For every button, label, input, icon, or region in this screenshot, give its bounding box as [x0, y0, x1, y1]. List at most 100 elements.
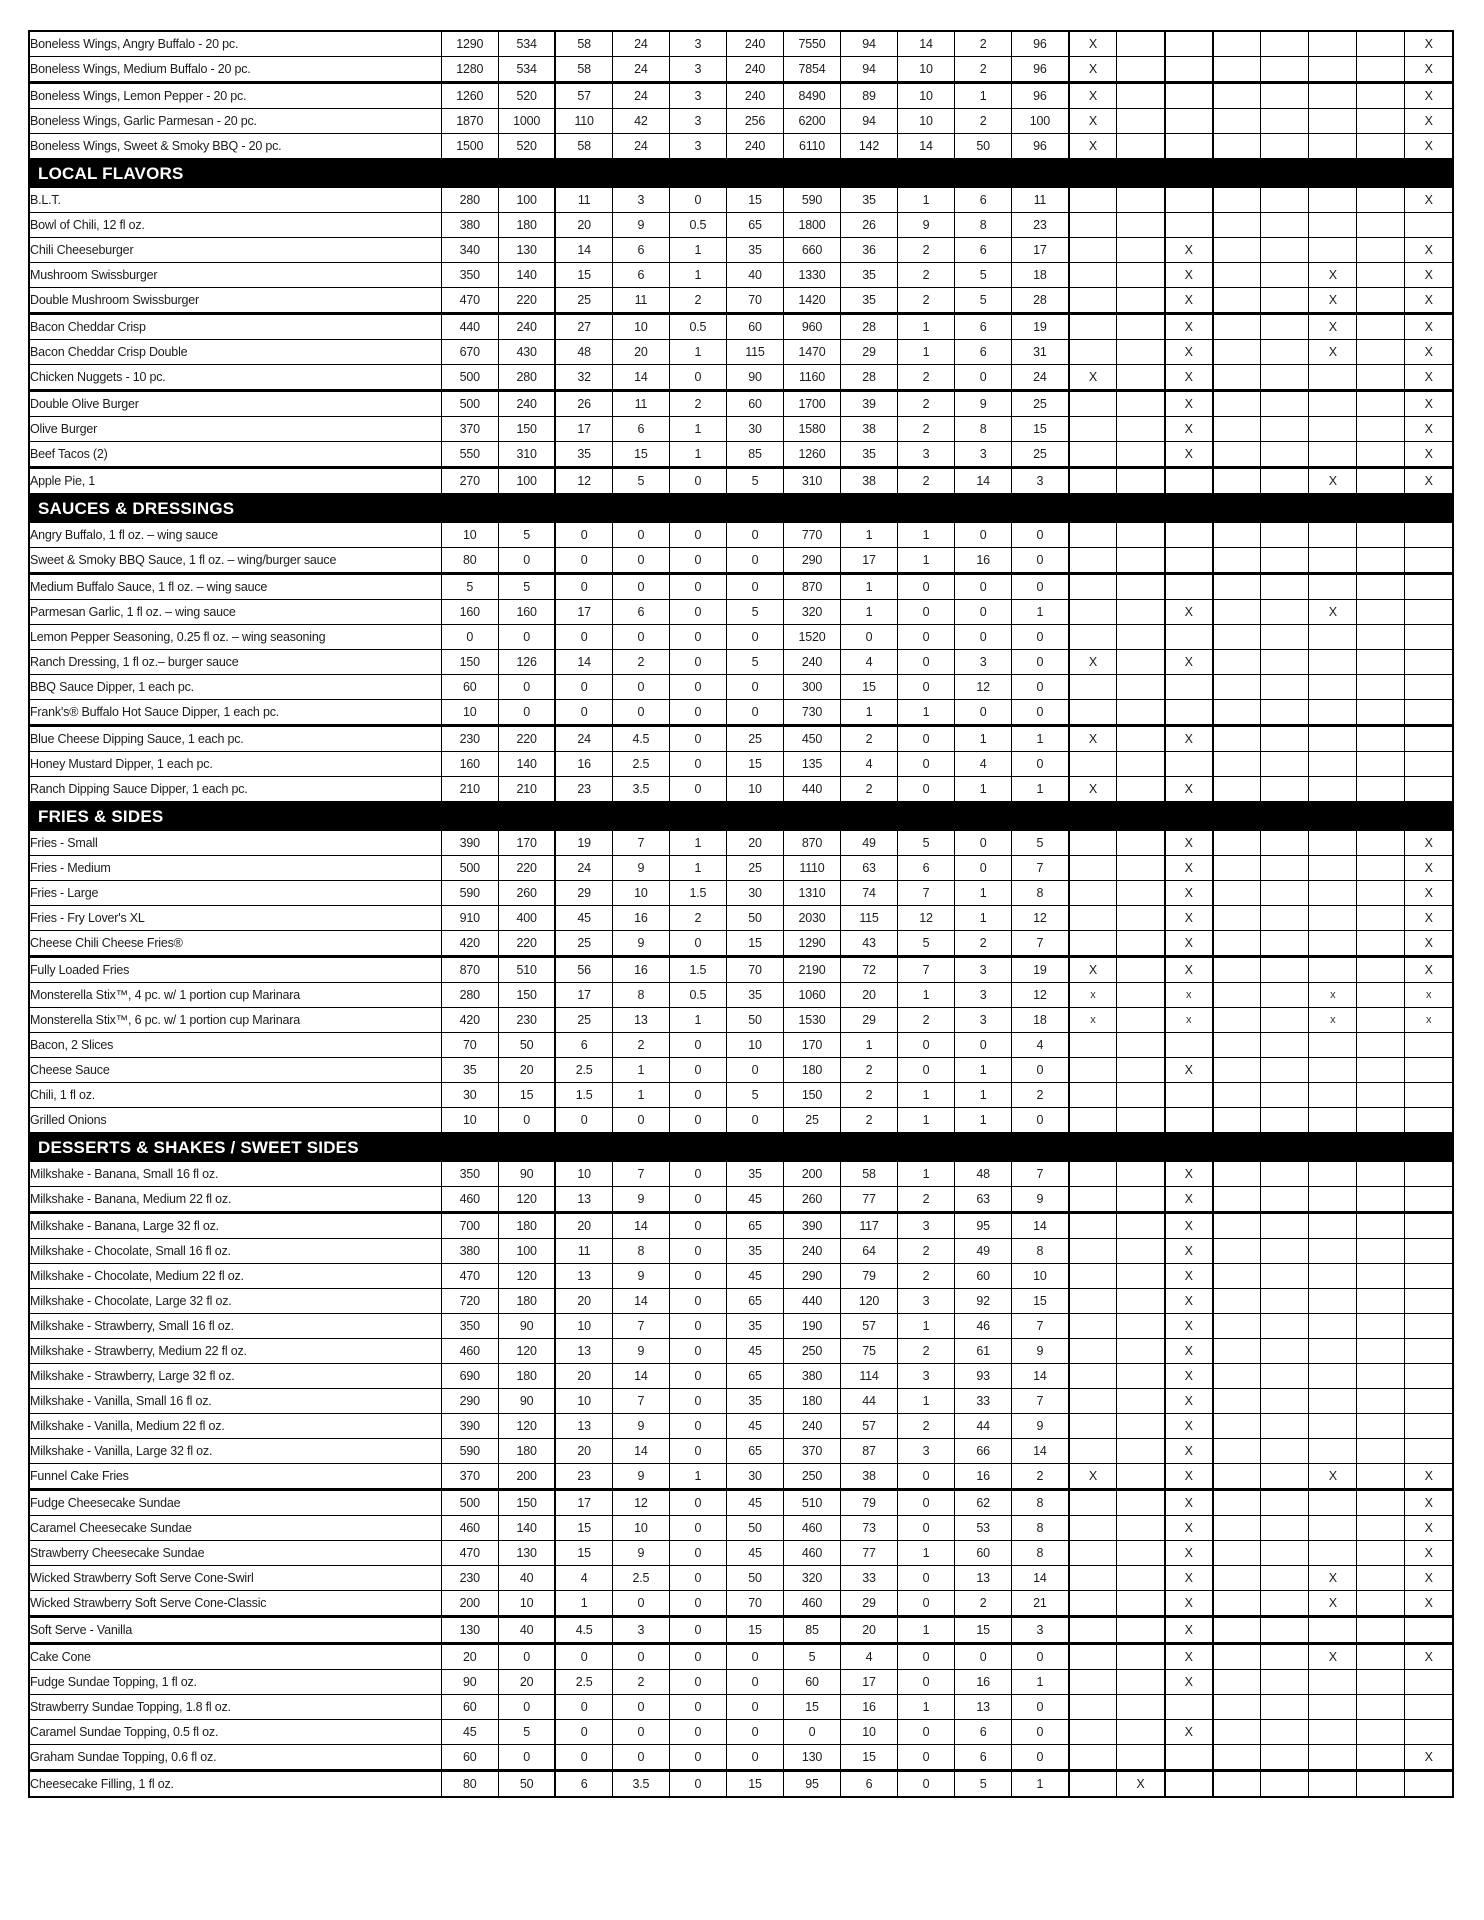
value-cell: 1 [954, 1107, 1013, 1133]
value-cell: 2 [897, 390, 956, 417]
allergen-cell [1356, 313, 1406, 340]
allergen-cell: X [1308, 313, 1358, 340]
item-name: Medium Buffalo Sauce, 1 fl oz. – wing sa… [28, 573, 442, 600]
value-cell: 14 [611, 1438, 670, 1464]
value-cell: 0 [668, 1515, 727, 1541]
allergen-cell [1404, 1669, 1454, 1695]
value-cell: 0 [611, 573, 670, 600]
value-cell: 1000 [497, 108, 556, 134]
value-cell: 0 [897, 751, 956, 777]
value-cell: 0 [668, 1744, 727, 1772]
value-cell: 910 [440, 905, 499, 931]
allergen-cell [1260, 467, 1310, 494]
value-cell: 310 [782, 467, 842, 494]
value-cell: 0 [954, 599, 1013, 625]
item-name: Boneless Wings, Angry Buffalo - 20 pc. [28, 30, 442, 57]
allergen-cell: X [1163, 1463, 1214, 1491]
allergen-cell [1308, 1363, 1358, 1389]
allergen-cell [1260, 1616, 1310, 1645]
allergen-cell [1211, 212, 1262, 238]
value-cell: 370 [782, 1438, 842, 1464]
allergen-cell [1260, 1338, 1310, 1364]
table-row: Milkshake - Strawberry, Medium 22 fl oz.… [28, 1338, 1454, 1364]
table-row: Blue Cheese Dipping Sauce, 1 each pc. 230… [28, 725, 1454, 752]
allergen-cell [1067, 599, 1118, 625]
allergen-cell [1116, 751, 1166, 777]
item-name: Cheese Chili Cheese Fries® [28, 930, 442, 958]
allergen-cell [1116, 1616, 1166, 1645]
value-cell: 1.5 [554, 1082, 613, 1108]
table-row: Milkshake - Vanilla, Large 32 fl oz. 590 1… [28, 1438, 1454, 1464]
value-cell: 60 [725, 313, 784, 340]
allergen-cell: X [1404, 1565, 1454, 1591]
allergen-cell [1067, 1082, 1118, 1108]
value-cell: 240 [782, 649, 842, 675]
value-cell: 0 [725, 674, 784, 700]
allergen-cell [1211, 262, 1262, 288]
value-cell: 0 [611, 1643, 670, 1670]
value-cell: 9 [1011, 1413, 1070, 1439]
allergen-cell [1116, 1338, 1166, 1364]
value-cell: 3 [954, 982, 1013, 1008]
value-cell: 3.5 [611, 1770, 670, 1798]
value-cell: 130 [497, 237, 556, 263]
allergen-cell [1116, 1363, 1166, 1389]
value-cell: 7550 [782, 30, 842, 57]
value-cell: 5 [497, 522, 556, 548]
value-cell: 3 [954, 441, 1013, 469]
value-cell: 72 [839, 956, 899, 983]
allergen-cell [1116, 699, 1166, 727]
value-cell: 14 [1011, 1363, 1070, 1389]
value-cell: 36 [839, 237, 899, 263]
allergen-cell [1163, 1082, 1214, 1108]
allergen-cell: X [1163, 1565, 1214, 1591]
value-cell: 210 [440, 776, 499, 802]
allergen-cell [1260, 313, 1310, 340]
allergen-cell: X [1308, 262, 1358, 288]
value-cell: 220 [497, 930, 556, 958]
value-cell: 1 [839, 522, 899, 548]
value-cell: 10 [897, 56, 956, 84]
allergen-cell [1211, 855, 1262, 881]
allergen-cell: X [1404, 1643, 1454, 1670]
value-cell: 290 [782, 547, 842, 575]
value-cell: 13 [954, 1565, 1013, 1591]
allergen-cell [1356, 262, 1406, 288]
allergen-cell [1211, 573, 1262, 600]
allergen-cell: X [1308, 1565, 1358, 1591]
allergen-cell [1404, 1694, 1454, 1720]
value-cell: 1 [1011, 1669, 1070, 1695]
allergen-cell: X [1404, 467, 1454, 494]
allergen-cell: X [1067, 56, 1118, 84]
value-cell: 0 [897, 573, 956, 600]
value-cell: 0 [954, 1643, 1013, 1670]
value-cell: 310 [497, 441, 556, 469]
allergen-cell [1404, 1770, 1454, 1798]
value-cell: 25 [725, 725, 784, 752]
value-cell: 1 [897, 982, 956, 1008]
value-cell: 135 [782, 751, 842, 777]
value-cell: 35 [839, 441, 899, 469]
allergen-cell [1404, 1363, 1454, 1389]
allergen-cell [1260, 1590, 1310, 1618]
allergen-cell [1116, 1313, 1166, 1339]
value-cell: 0 [725, 1694, 784, 1720]
value-cell: 12 [554, 467, 613, 494]
item-name: Bowl of Chili, 12 fl oz. [28, 212, 442, 238]
table-row: Boneless Wings, Garlic Parmesan - 20 pc.… [28, 108, 1454, 134]
value-cell: 100 [497, 467, 556, 494]
allergen-cell [1067, 674, 1118, 700]
value-cell: 0 [954, 699, 1013, 727]
allergen-cell [1067, 1515, 1118, 1541]
allergen-cell [1404, 1212, 1454, 1239]
value-cell: 1 [839, 573, 899, 600]
allergen-cell: X [1404, 855, 1454, 881]
value-cell: 0 [1011, 751, 1070, 777]
table-row: Double Mushroom Swissburger 470 220 25 11 2 70… [28, 287, 1454, 315]
value-cell: 13 [554, 1186, 613, 1214]
allergen-cell [1211, 1694, 1262, 1720]
allergen-cell [1067, 751, 1118, 777]
value-cell: 16 [954, 1669, 1013, 1695]
table-row: Bacon, 2 Slices 70 50 6 2 0 10 170 1 0 0 4 [28, 1032, 1454, 1058]
value-cell: 10 [554, 1313, 613, 1339]
